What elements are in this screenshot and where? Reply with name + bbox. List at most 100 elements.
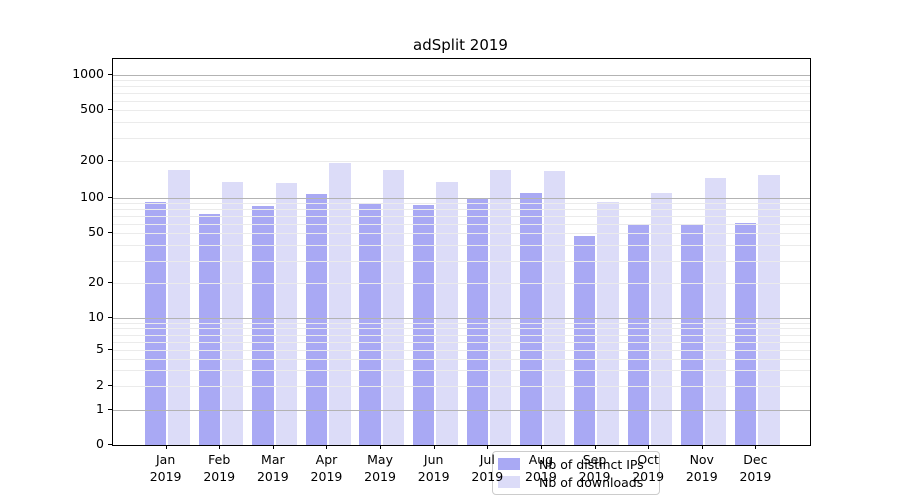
- x-tick-mark: [433, 445, 435, 449]
- x-tick-label: May 2019: [364, 452, 396, 484]
- minor-gridline: [113, 386, 810, 388]
- y-tick-mark: [108, 385, 112, 387]
- bar-distinct-ips-feb: [198, 214, 221, 445]
- y-tick-label: 0: [96, 436, 104, 451]
- y-tick-mark: [108, 196, 112, 198]
- bars-layer: [113, 59, 810, 445]
- bar-distinct-ips-aug: [520, 192, 542, 445]
- y-tick-label: 500: [80, 100, 104, 116]
- y-tick-mark: [108, 160, 112, 162]
- plot-area: Nb of distinct IPs Nb of downloads: [112, 58, 811, 495]
- minor-gridline: [113, 80, 810, 82]
- bar-downloads-oct: [650, 193, 673, 445]
- bar-distinct-ips-may: [359, 203, 381, 445]
- minor-gridline: [113, 260, 810, 262]
- x-tick-mark: [380, 445, 382, 449]
- bar-downloads-may: [382, 169, 405, 445]
- x-tick-label: Nov 2019: [685, 452, 718, 484]
- major-gridline: [113, 410, 810, 412]
- x-tick-label: Aug 2019: [525, 452, 557, 484]
- minor-gridline: [113, 370, 810, 372]
- x-tick-label: Sep 2019: [578, 452, 611, 484]
- legend-entry: Nb of distinct IPs: [498, 456, 651, 472]
- major-gridline: [113, 197, 810, 199]
- minor-gridline: [113, 109, 810, 111]
- x-tick-mark: [648, 445, 650, 449]
- legend-swatch: [498, 476, 520, 488]
- x-tick-mark: [219, 445, 221, 449]
- legend-entry: Nb of downloads: [498, 474, 651, 490]
- legend-swatch: [498, 458, 520, 470]
- y-tick-label: 2: [96, 377, 104, 393]
- minor-gridline: [113, 209, 810, 211]
- y-tick-mark: [108, 74, 112, 76]
- x-tick-mark: [540, 445, 542, 449]
- bar-distinct-ips-jun: [413, 204, 435, 445]
- minor-gridline: [113, 341, 810, 343]
- bar-downloads-dec: [758, 174, 780, 445]
- y-tick-mark: [108, 316, 112, 318]
- minor-gridline: [113, 359, 810, 361]
- minor-gridline: [113, 138, 810, 140]
- bar-downloads-jun: [436, 182, 458, 445]
- minor-gridline: [113, 161, 810, 163]
- minor-gridline: [113, 100, 810, 102]
- bar-distinct-ips-sep: [573, 236, 596, 445]
- y-tick-mark: [108, 409, 112, 411]
- major-gridline: [113, 317, 810, 319]
- bar-downloads-jan: [168, 169, 190, 445]
- x-tick-mark: [165, 445, 167, 449]
- bar-distinct-ips-mar: [252, 206, 274, 445]
- x-tick-label: Jul 2019: [471, 452, 504, 484]
- minor-gridline: [113, 350, 810, 352]
- legend-entry-label: Nb of downloads: [539, 474, 644, 490]
- minor-gridline: [113, 232, 810, 234]
- x-tick-mark: [594, 445, 596, 449]
- bar-downloads-aug: [543, 171, 566, 445]
- minor-gridline: [113, 334, 810, 336]
- x-tick-mark: [701, 445, 703, 449]
- x-tick-mark: [755, 445, 757, 449]
- bar-distinct-ips-jul: [466, 197, 489, 445]
- minor-gridline: [113, 122, 810, 124]
- x-tick-label: Jan 2019: [149, 452, 182, 484]
- y-tick-mark: [108, 281, 112, 283]
- x-tick-label: Oct 2019: [632, 452, 665, 484]
- minor-gridline: [113, 215, 810, 217]
- x-tick-label: Feb 2019: [203, 452, 236, 484]
- x-tick-label: Jun 2019: [417, 452, 450, 484]
- minor-gridline: [113, 223, 810, 225]
- x-tick-label: Mar 2019: [256, 452, 289, 484]
- major-gridline: [113, 75, 810, 77]
- bar-downloads-jul: [490, 170, 512, 445]
- legend-entry-label: Nb of distinct IPs: [539, 456, 644, 472]
- y-tick-label: 20: [88, 273, 104, 289]
- y-tick-label: 200: [80, 152, 104, 168]
- legend: Nb of distinct IPs Nb of downloads: [492, 451, 660, 495]
- grid-layer: [113, 59, 810, 445]
- y-tick-label: 100: [80, 188, 104, 204]
- bar-distinct-ips-dec: [734, 222, 757, 445]
- minor-gridline: [113, 328, 810, 330]
- minor-gridline: [113, 282, 810, 284]
- x-tick-mark: [272, 445, 274, 449]
- x-tick-mark: [487, 445, 489, 449]
- y-tick-mark: [108, 349, 112, 351]
- chart-title: adSplit 2019: [413, 36, 508, 54]
- bar-downloads-apr: [329, 163, 351, 445]
- bar-downloads-feb: [222, 182, 244, 445]
- bar-downloads-mar: [275, 183, 298, 445]
- y-tick-label: 50: [88, 223, 104, 239]
- minor-gridline: [113, 322, 810, 324]
- minor-gridline: [113, 244, 810, 246]
- minor-gridline: [113, 203, 810, 205]
- y-tick-label: 5: [96, 341, 104, 357]
- y-tick-mark: [108, 108, 112, 110]
- minor-gridline: [113, 86, 810, 88]
- y-tick-label: 10: [88, 308, 104, 324]
- minor-gridline: [113, 92, 810, 94]
- y-tick-label: 1000: [72, 66, 104, 82]
- bar-distinct-ips-apr: [305, 193, 328, 445]
- x-tick-label: Dec 2019: [739, 452, 772, 484]
